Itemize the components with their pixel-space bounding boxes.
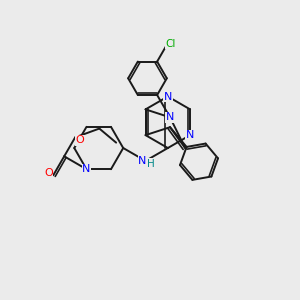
Text: Cl: Cl	[165, 39, 176, 49]
Text: H: H	[147, 159, 154, 169]
Text: N: N	[82, 164, 91, 174]
Text: N: N	[166, 112, 174, 122]
Text: N: N	[138, 156, 147, 166]
Text: N: N	[186, 130, 194, 140]
Text: N: N	[164, 92, 172, 101]
Text: O: O	[44, 168, 53, 178]
Text: O: O	[76, 135, 85, 145]
